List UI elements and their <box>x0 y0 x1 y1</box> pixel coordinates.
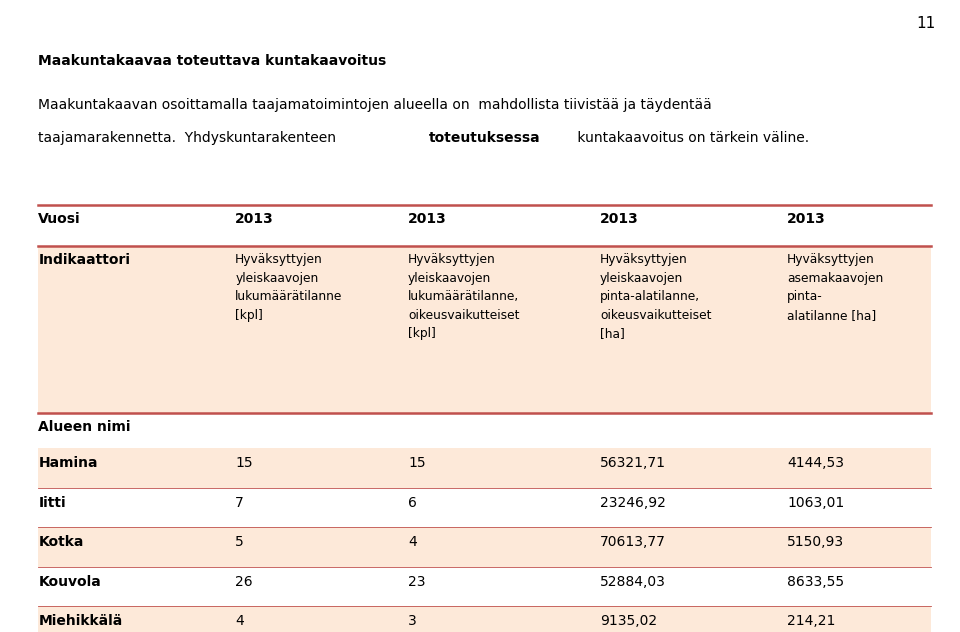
Text: 4144,53: 4144,53 <box>787 456 844 470</box>
Bar <box>38 246 931 413</box>
Bar <box>38 527 931 567</box>
Text: 9135,02: 9135,02 <box>600 614 658 628</box>
Text: toteutuksessa: toteutuksessa <box>428 131 540 145</box>
Text: 8633,55: 8633,55 <box>787 575 845 589</box>
Text: Hyväksyttyjen
yleiskaavojen
lukumäärätilanne
[kpl]: Hyväksyttyjen yleiskaavojen lukumäärätil… <box>235 253 343 322</box>
Bar <box>38 413 931 448</box>
Text: 2013: 2013 <box>787 212 826 226</box>
Text: Alueen nimi: Alueen nimi <box>38 420 131 434</box>
Text: 23: 23 <box>408 575 425 589</box>
Text: 5: 5 <box>235 535 244 549</box>
Text: 70613,77: 70613,77 <box>600 535 666 549</box>
Text: taajamarakennetta.  Yhdyskuntarakenteen: taajamarakennetta. Yhdyskuntarakenteen <box>38 131 341 145</box>
Text: 15: 15 <box>408 456 425 470</box>
Text: kuntakaavoitus on tärkein väline.: kuntakaavoitus on tärkein väline. <box>572 131 808 145</box>
Text: Hamina: Hamina <box>38 456 98 470</box>
Bar <box>38 448 931 488</box>
Text: Iitti: Iitti <box>38 496 66 510</box>
Text: Hyväksyttyjen
asemakaavojen
pinta-
alatilanne [ha]: Hyväksyttyjen asemakaavojen pinta- alati… <box>787 253 883 322</box>
Text: 4: 4 <box>408 535 417 549</box>
Text: 214,21: 214,21 <box>787 614 835 628</box>
Text: 11: 11 <box>917 16 936 31</box>
Text: 7: 7 <box>235 496 244 510</box>
Text: taajamarakennetta.  Yhdyskuntarakenteen: taajamarakennetta. Yhdyskuntarakenteen <box>0 631 1 632</box>
Text: 56321,71: 56321,71 <box>600 456 666 470</box>
Text: Indikaattori: Indikaattori <box>38 253 131 267</box>
Text: 15: 15 <box>235 456 252 470</box>
Bar <box>38 567 931 606</box>
Text: Kotka: Kotka <box>38 535 84 549</box>
Text: 2013: 2013 <box>408 212 446 226</box>
Bar <box>38 488 931 527</box>
Text: 23246,92: 23246,92 <box>600 496 666 510</box>
Text: 2013: 2013 <box>600 212 638 226</box>
Text: Maakuntakaavaa toteuttava kuntakaavoitus: Maakuntakaavaa toteuttava kuntakaavoitus <box>38 54 387 68</box>
Text: 5150,93: 5150,93 <box>787 535 845 549</box>
Text: Maakuntakaavan osoittamalla taajamatoimintojen alueella on  mahdollista tiivistä: Maakuntakaavan osoittamalla taajamatoimi… <box>38 98 712 112</box>
Text: Vuosi: Vuosi <box>38 212 81 226</box>
Text: Hyväksyttyjen
yleiskaavojen
lukumäärätilanne,
oikeusvaikutteiset
[kpl]: Hyväksyttyjen yleiskaavojen lukumäärätil… <box>408 253 519 341</box>
Text: 2013: 2013 <box>235 212 274 226</box>
Bar <box>38 606 931 632</box>
Text: 3: 3 <box>408 614 417 628</box>
Text: 26: 26 <box>235 575 252 589</box>
Text: 1063,01: 1063,01 <box>787 496 845 510</box>
Text: 4: 4 <box>235 614 244 628</box>
Text: 52884,03: 52884,03 <box>600 575 666 589</box>
Text: Miehikkälä: Miehikkälä <box>38 614 123 628</box>
Text: Hyväksyttyjen
yleiskaavojen
pinta-alatilanne,
oikeusvaikutteiset
[ha]: Hyväksyttyjen yleiskaavojen pinta-alatil… <box>600 253 711 341</box>
Text: 6: 6 <box>408 496 417 510</box>
Bar <box>38 205 931 246</box>
Text: Kouvola: Kouvola <box>38 575 101 589</box>
